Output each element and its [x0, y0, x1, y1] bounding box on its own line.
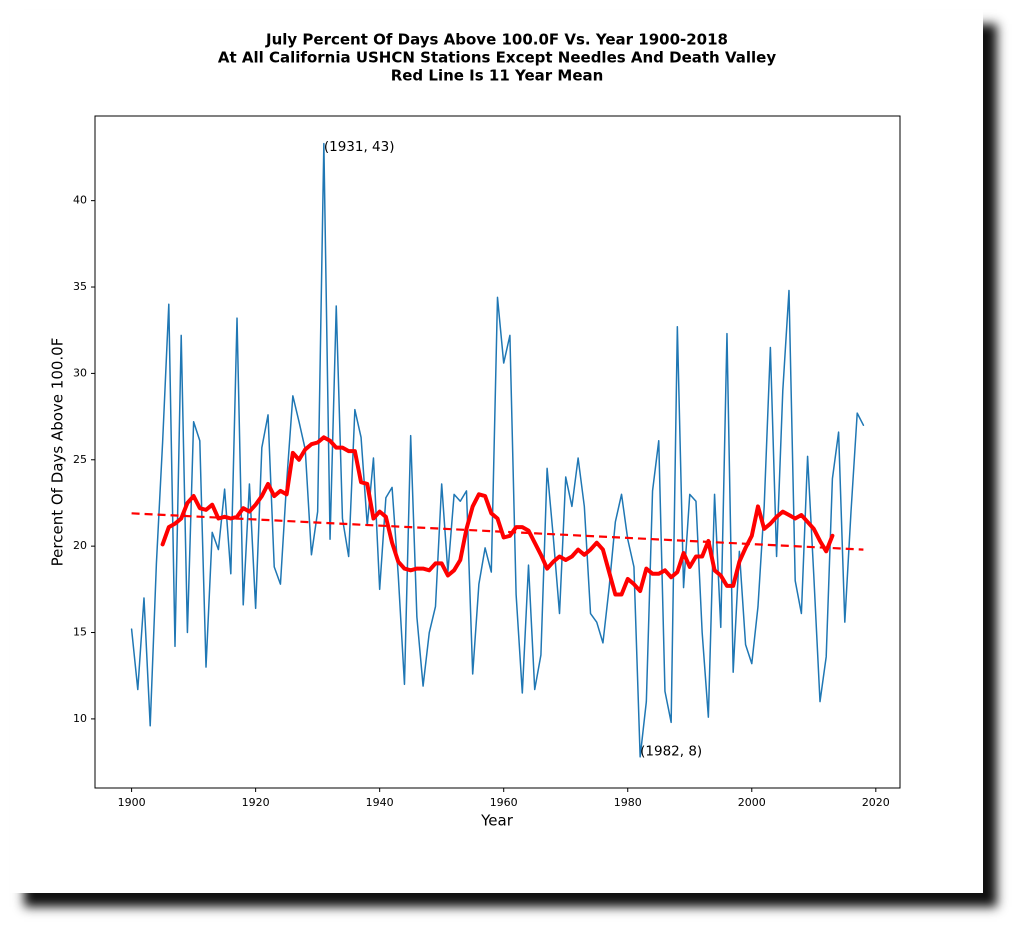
annotation: (1982, 8): [640, 743, 702, 759]
y-tick-label: 25: [73, 453, 87, 466]
y-tick-label: 35: [73, 280, 87, 293]
x-axis-label: Year: [480, 812, 514, 830]
x-tick-label: 1940: [366, 796, 394, 809]
annotation: (1931, 43): [324, 139, 395, 155]
x-tick-label: 2020: [862, 796, 890, 809]
chart-title: July Percent Of Days Above 100.0F Vs. Ye…: [265, 31, 728, 49]
line-series: [130, 142, 865, 758]
x-tick-label: 1900: [118, 796, 146, 809]
x-tick-label: 1960: [490, 796, 518, 809]
chart-title: Red Line Is 11 Year Mean: [391, 67, 604, 85]
x-tick-label: 2000: [738, 796, 766, 809]
y-axis-label: Percent Of Days Above 100.0F: [49, 338, 67, 567]
y-tick-label: 40: [73, 194, 87, 207]
x-tick-label: 1920: [242, 796, 270, 809]
y-tick-label: 30: [73, 366, 87, 379]
y-tick-label: 10: [73, 712, 87, 725]
x-tick-label: 1980: [614, 796, 642, 809]
y-tick-label: 15: [73, 626, 87, 639]
chart-title: At All California USHCN Stations Except …: [218, 49, 776, 67]
plot-area: [94, 115, 901, 789]
line-series: [131, 512, 864, 551]
line-series: [160, 435, 835, 597]
y-tick-label: 20: [73, 539, 87, 552]
